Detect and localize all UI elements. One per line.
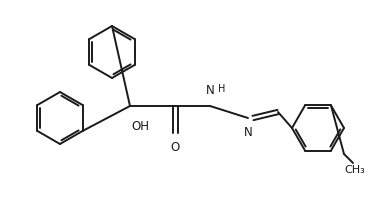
Text: N: N	[244, 126, 252, 139]
Text: O: O	[170, 141, 180, 154]
Text: N: N	[206, 84, 215, 97]
Text: OH: OH	[131, 120, 149, 133]
Text: H: H	[218, 84, 225, 94]
Text: CH₃: CH₃	[345, 165, 365, 175]
